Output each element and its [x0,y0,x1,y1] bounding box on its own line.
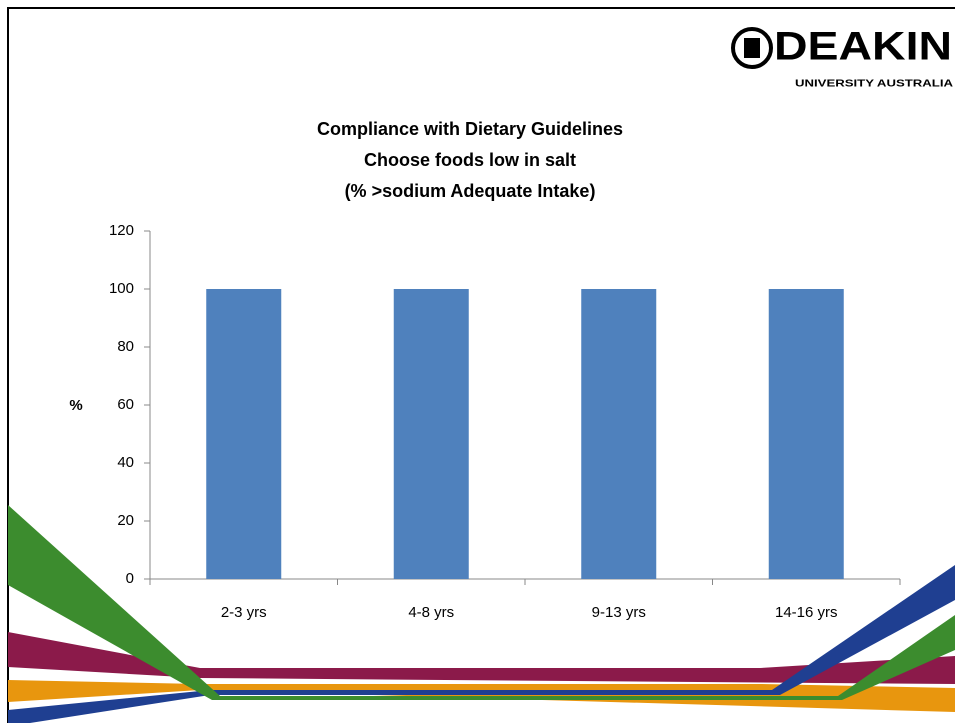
y-tick-label: 20 [117,512,134,529]
y-tick-label: 0 [126,570,134,587]
x-tick-label: 4-8 yrs [408,604,454,621]
bar [768,289,844,579]
y-tick-label: 80 [117,338,134,355]
y-axis-label: % [69,397,82,414]
y-tick-label: 60 [117,396,134,413]
logo-shield [744,38,760,58]
chart-note: (% >sodium Adequate Intake) [345,181,596,201]
y-tick-label: 100 [109,280,134,297]
x-tick-label: 14-16 yrs [775,604,838,621]
x-tick-label: 2-3 yrs [221,604,267,621]
bar [581,289,657,579]
logo-tagline: UNIVERSITY AUSTRALIA [795,79,953,90]
ribbons [8,505,955,723]
y-tick-label: 40 [117,454,134,471]
chart-subtitle: Choose foods low in salt [364,150,576,170]
ribbon-blue [8,565,955,723]
bar [393,289,469,579]
logo: DEAKIN UNIVERSITY AUSTRALIA [731,25,953,90]
bar [206,289,282,579]
ribbon-maroon [8,632,955,684]
x-tick-label: 9-13 yrs [592,604,646,621]
chart-title: Compliance with Dietary Guidelines [317,119,623,139]
y-tick-label: 120 [109,222,134,239]
logo-name: DEAKIN [774,25,952,69]
